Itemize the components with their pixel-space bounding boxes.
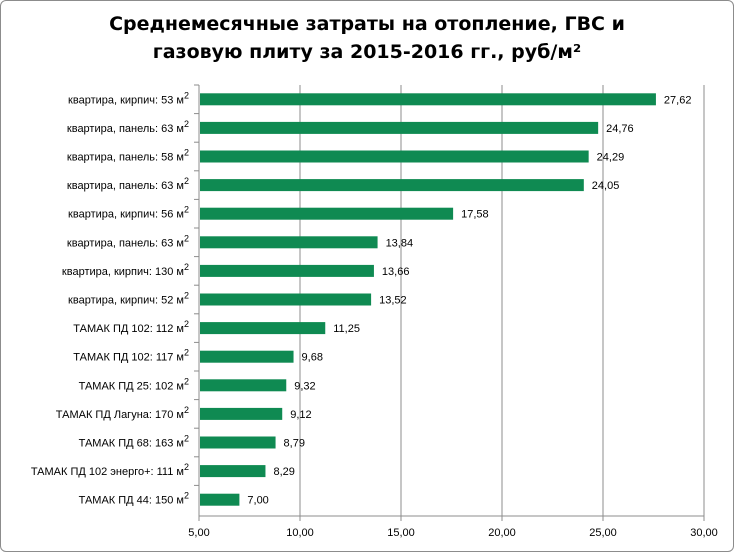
category-label: квартира, панель: 63 м2 [67,119,189,135]
bar [200,465,266,478]
data-label: 9,68 [302,352,323,364]
bar [200,350,294,363]
data-label: 24,76 [606,123,634,135]
category-label: ТАМАК ПД 102 энерго+: 111 м2 [31,462,189,478]
category-label: квартира, панель: 63 м2 [67,176,189,192]
category-label: ТАМАК ПД 44: 150 м2 [79,491,189,507]
x-tick-label: 25,00 [589,527,617,539]
data-label: 27,62 [664,94,692,106]
bar [200,436,276,449]
x-tick-label: 15,00 [387,527,415,539]
data-label: 13,52 [379,295,407,307]
category-label: ТАМАК ПД 25: 102 м2 [79,376,189,392]
bar [200,493,240,506]
x-tick-label: 30,00 [690,527,718,539]
data-label: 9,12 [290,409,311,421]
category-label: квартира, кирпич: 56 м2 [68,205,189,221]
data-label: 9,32 [294,380,315,392]
chart-title-line-1: Среднемесячные затраты на отопление, ГВС… [109,13,625,35]
category-label: ТАМАК ПД 102: 112 м2 [73,319,189,335]
chart-title-line-2: газовую плиту за 2015-2016 гг., руб/м² [152,41,582,63]
data-label: 24,29 [597,152,625,164]
category-label: ТАМАК ПД Лагуна: 170 м2 [56,405,189,421]
bar [200,379,287,392]
bar [200,150,589,163]
bar [200,407,283,420]
x-tick-label: 10,00 [286,527,314,539]
data-label: 24,05 [592,180,620,192]
category-label: квартира, кирпич: 130 м2 [62,262,189,278]
x-tick-label: 20,00 [488,527,516,539]
data-label: 8,29 [273,466,294,478]
bar [200,236,378,249]
bar [200,179,584,192]
data-label: 11,25 [333,323,360,335]
chart-title: Среднемесячные затраты на отопление, ГВС… [0,10,734,66]
x-tick-label: 5,00 [188,527,209,539]
bar [200,121,599,134]
category-label: квартира, панель: 58 м2 [67,148,189,164]
bar [200,322,326,335]
data-label: 13,84 [386,237,414,249]
data-label: 17,58 [461,209,489,221]
category-label: квартира, кирпич: 53 м2 [68,90,189,106]
data-label: 8,79 [284,438,305,450]
category-label: ТАМАК ПД 102: 117 м2 [73,348,189,364]
bar [200,293,372,306]
category-label: квартира, кирпич: 52 м2 [68,291,189,307]
data-label: 13,66 [382,266,410,278]
category-label: ТАМАК ПД 68: 163 м2 [79,434,189,450]
bar [200,207,454,220]
bar [200,264,374,277]
data-label: 7,00 [247,495,268,507]
bar [200,93,656,106]
category-label: квартира, панель: 63 м2 [67,233,189,249]
